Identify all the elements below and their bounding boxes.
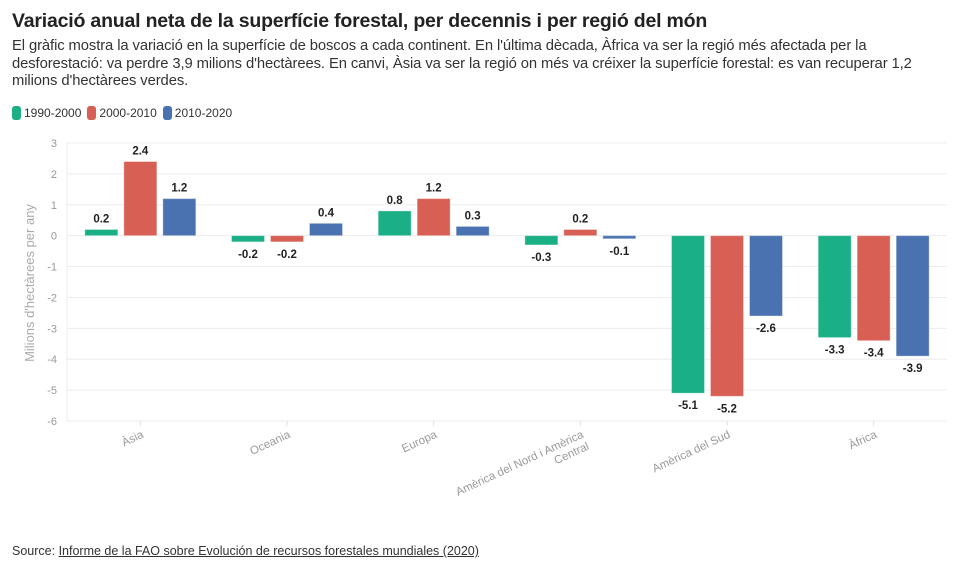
x-tick-label: Àsia xyxy=(120,428,146,449)
data-label: 0.2 xyxy=(93,213,109,225)
bar-2000-2010[interactable] xyxy=(270,235,304,243)
bar-chart: 3 2 1 0 -1 -2 -3 -4 -5 -6 Àsia Oceania Europa Amèric… xyxy=(22,138,947,511)
data-label: 0.3 xyxy=(465,210,481,222)
bar-2010-2020[interactable] xyxy=(895,235,930,357)
y-tick-label: -4 xyxy=(47,354,57,366)
bars xyxy=(84,161,930,397)
legend-label: 2010-2020 xyxy=(174,106,233,120)
bar-2000-2010[interactable] xyxy=(856,235,891,342)
x-tick-label-line: Amèrica del Nord i Amèrica xyxy=(454,429,586,499)
data-label: 1.2 xyxy=(171,183,187,195)
x-axis: Àsia Oceania Europa Amèrica del Nord i Amèr… xyxy=(120,421,880,511)
data-label: 1.2 xyxy=(426,183,442,195)
bar-1990-2000[interactable] xyxy=(377,210,412,237)
x-tick-label-line: Àsia xyxy=(120,428,146,449)
data-label: 0.2 xyxy=(572,213,588,225)
bar-1990-2000[interactable] xyxy=(231,235,265,243)
x-tick-label: Oceania xyxy=(248,429,292,458)
x-tick-label: Amèrica del Nord i AmèricaCentral xyxy=(454,429,591,511)
bar-1990-2000[interactable] xyxy=(84,228,119,237)
legend-item-1990-2000[interactable]: 1990-2000 xyxy=(12,106,81,120)
y-tick-label: 3 xyxy=(51,138,57,150)
data-label: -5.1 xyxy=(678,400,698,412)
data-label: -3.3 xyxy=(825,345,845,357)
bar-2010-2020[interactable] xyxy=(162,198,197,237)
x-tick-label-line: Europa xyxy=(400,429,439,456)
legend: 1990-2000 2000-2010 2010-2020 xyxy=(12,106,232,120)
x-tick-label: Amèrica del Sud xyxy=(651,429,733,476)
bar-2010-2020[interactable] xyxy=(455,225,490,237)
source-prefix: Source: xyxy=(12,544,59,558)
y-tick-label: 0 xyxy=(51,231,57,243)
data-label: 0.4 xyxy=(318,207,335,219)
data-label: -0.2 xyxy=(277,249,297,261)
data-label: -3.9 xyxy=(903,363,923,375)
data-label: -2.6 xyxy=(756,323,776,335)
data-label: -5.2 xyxy=(717,403,737,415)
gridlines xyxy=(67,142,947,422)
bar-2000-2010[interactable] xyxy=(416,198,451,237)
page-subtitle: El gràfic mostra la variació en la super… xyxy=(12,38,912,89)
bar-2010-2020[interactable] xyxy=(749,235,783,317)
bar-1990-2000[interactable] xyxy=(671,235,705,394)
y-tick-label: -5 xyxy=(47,385,57,397)
legend-label: 1990-2000 xyxy=(24,106,82,120)
legend-label: 2000-2010 xyxy=(99,106,157,120)
y-tick-label: 2 xyxy=(51,169,57,181)
data-label: 2.4 xyxy=(132,146,149,158)
source-link[interactable]: Informe de la FAO sobre Evolución de rec… xyxy=(58,544,479,558)
y-axis-title: Milions d'hectàrees per any xyxy=(22,204,37,362)
y-axis: 3 2 1 0 -1 -2 -3 -4 -5 -6 xyxy=(47,138,68,428)
y-tick-label: -2 xyxy=(47,292,57,304)
x-tick-label: Àfrica xyxy=(847,428,880,452)
legend-swatch xyxy=(162,106,172,120)
data-label: 0.8 xyxy=(387,195,404,207)
data-label: -3.4 xyxy=(864,348,884,360)
legend-swatch xyxy=(87,106,97,120)
bar-2010-2020[interactable] xyxy=(309,222,343,237)
x-tick-label-line: Àfrica xyxy=(847,428,880,452)
data-label: -0.3 xyxy=(531,252,551,264)
data-label: -0.1 xyxy=(609,246,629,258)
y-tick-label: -1 xyxy=(47,262,57,274)
y-tick-label: -3 xyxy=(47,323,57,335)
source-footer: Source: Informe de la FAO sobre Evolució… xyxy=(12,544,479,558)
legend-swatch xyxy=(12,106,21,120)
page-title: Variació anual neta de la superfície for… xyxy=(12,10,708,32)
bar-2000-2010[interactable] xyxy=(563,228,598,237)
x-tick-label-line: Amèrica del Sud xyxy=(651,429,733,476)
chart-header: Variació anual neta de la superfície for… xyxy=(12,8,952,91)
legend-item-2010-2020[interactable]: 2010-2020 xyxy=(162,106,233,120)
bar-1990-2000[interactable] xyxy=(817,235,852,339)
data-labels: 0.2 2.4 1.2 -0.2 -0.2 0.4 0.8 1.2 0.3 -0.3 0.2 -0.1… xyxy=(93,146,922,416)
x-tick-label-line: Oceania xyxy=(248,429,292,458)
bar-2000-2010[interactable] xyxy=(710,235,744,397)
bar-2010-2020[interactable] xyxy=(602,235,637,240)
bar-2000-2010[interactable] xyxy=(123,161,158,237)
x-tick-label: Europa xyxy=(400,429,439,456)
legend-item-2000-2010[interactable]: 2000-2010 xyxy=(87,106,157,120)
bar-1990-2000[interactable] xyxy=(524,235,559,246)
y-tick-label: -6 xyxy=(47,416,57,428)
data-label: -0.2 xyxy=(238,249,258,261)
y-tick-label: 1 xyxy=(51,200,57,212)
